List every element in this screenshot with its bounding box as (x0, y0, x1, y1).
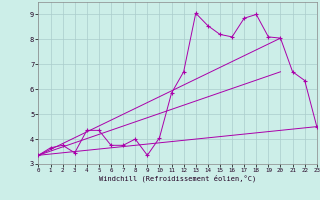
X-axis label: Windchill (Refroidissement éolien,°C): Windchill (Refroidissement éolien,°C) (99, 175, 256, 182)
